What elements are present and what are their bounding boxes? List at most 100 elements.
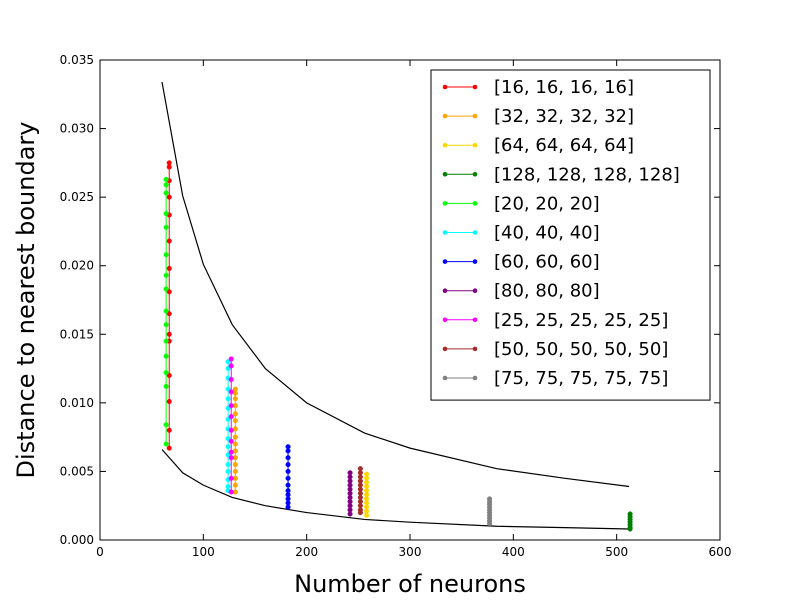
legend-marker: [472, 288, 478, 294]
data-point: [225, 396, 231, 402]
data-point: [163, 211, 169, 217]
data-point: [228, 455, 234, 461]
legend-marker: [472, 172, 478, 177]
data-point: [163, 272, 169, 278]
legend-marker: [472, 230, 478, 235]
x-tick-label: 200: [295, 545, 318, 559]
data-point: [232, 411, 238, 417]
legend-entry: [32, 32, 32, 32]: [442, 106, 634, 127]
series-5: [163, 176, 169, 447]
y-tick-label: 0.005: [60, 464, 94, 478]
legend-marker: [442, 172, 448, 177]
x-tick-label: 600: [709, 545, 732, 559]
y-tick-label: 0.030: [60, 122, 94, 136]
data-point: [166, 331, 172, 337]
legend-marker: [472, 113, 478, 119]
series-10: [357, 466, 363, 516]
legend-entry: [25, 25, 25, 25, 25]: [442, 310, 668, 331]
legend-marker: [442, 317, 448, 323]
data-point: [166, 238, 172, 244]
legend-entry: [40, 40, 40]: [442, 223, 600, 244]
data-point: [163, 383, 169, 389]
data-point: [163, 422, 169, 428]
data-point: [347, 511, 353, 517]
data-point: [232, 462, 238, 468]
data-point: [166, 164, 172, 170]
legend-label: [80, 80, 80]: [494, 281, 600, 302]
data-point: [225, 462, 231, 468]
data-point: [163, 190, 169, 196]
bound-curve-2: [161, 449, 630, 530]
x-tick-label: 0: [96, 545, 104, 559]
series-2: [232, 386, 238, 495]
data-point: [225, 468, 231, 474]
x-axis-label: Number of neurons: [294, 570, 526, 598]
data-point: [232, 396, 238, 402]
data-point: [228, 489, 234, 495]
legend-marker: [442, 201, 448, 206]
data-point: [285, 468, 291, 474]
data-point: [364, 512, 370, 518]
legend-entry: [80, 80, 80]: [442, 281, 600, 302]
series-4: [627, 511, 633, 532]
legend: [16, 16, 16, 16] [32, 32, 32, 32] [64, 64,…: [430, 69, 711, 401]
series-3: [364, 471, 370, 518]
data-point: [163, 176, 169, 182]
data-point: [285, 475, 291, 481]
legend-marker: [442, 288, 448, 294]
legend-label: [64, 64, 64, 64]: [494, 135, 634, 156]
data-point: [163, 370, 169, 376]
legend-marker: [442, 346, 448, 352]
data-point: [228, 449, 234, 455]
data-point: [228, 403, 234, 409]
legend-marker: [472, 84, 478, 90]
x-tick-label: 300: [399, 545, 422, 559]
legend-marker: [472, 346, 478, 352]
data-point: [228, 438, 234, 444]
legend-entry: [75, 75, 75, 75, 75]: [442, 368, 668, 389]
legend-label: [40, 40, 40]: [494, 223, 600, 244]
data-point: [232, 441, 238, 447]
legend-entry: [50, 50, 50, 50, 50]: [442, 339, 668, 360]
legend-entry: [20, 20, 20]: [442, 193, 600, 214]
y-axis-label: Distance to nearest boundary: [12, 122, 40, 479]
x-tick-label: 100: [192, 545, 215, 559]
legend-marker: [442, 375, 448, 381]
data-point: [163, 322, 169, 328]
data-point: [163, 353, 169, 359]
legend-label: [32, 32, 32, 32]: [494, 106, 634, 127]
data-point: [163, 224, 169, 230]
legend-entry: [128, 128, 128, 128]: [442, 164, 680, 185]
data-point: [285, 462, 291, 468]
legend-entry: [16, 16, 16, 16]: [442, 77, 634, 98]
legend-label: [25, 25, 25, 25, 25]: [494, 310, 668, 331]
data-point: [163, 338, 169, 344]
data-point: [232, 482, 238, 488]
data-point: [285, 448, 291, 454]
y-tick-label: 0.035: [60, 53, 94, 67]
data-point: [166, 427, 172, 433]
data-point: [228, 475, 234, 481]
series-11: [487, 496, 493, 527]
data-point: [228, 356, 234, 362]
series-9: [228, 356, 234, 495]
data-point: [166, 265, 172, 272]
x-tick-label: 500: [605, 545, 628, 559]
legend-label: [60, 60, 60]: [494, 252, 600, 273]
y-tick-label: 0.015: [60, 327, 94, 341]
legend-label: [16, 16, 16, 16]: [494, 77, 634, 98]
data-point: [285, 455, 291, 461]
legend-label: [20, 20, 20]: [494, 193, 600, 214]
data-point: [232, 434, 238, 440]
data-point: [166, 398, 172, 405]
legend-label: [50, 50, 50, 50, 50]: [494, 339, 668, 360]
legend-marker: [472, 201, 478, 206]
legend-marker: [472, 259, 478, 264]
legend-marker: [472, 375, 478, 381]
data-point: [285, 482, 291, 488]
data-point: [163, 308, 169, 314]
data-point: [163, 441, 169, 447]
data-point: [228, 363, 234, 369]
plot-marks: [161, 81, 633, 532]
